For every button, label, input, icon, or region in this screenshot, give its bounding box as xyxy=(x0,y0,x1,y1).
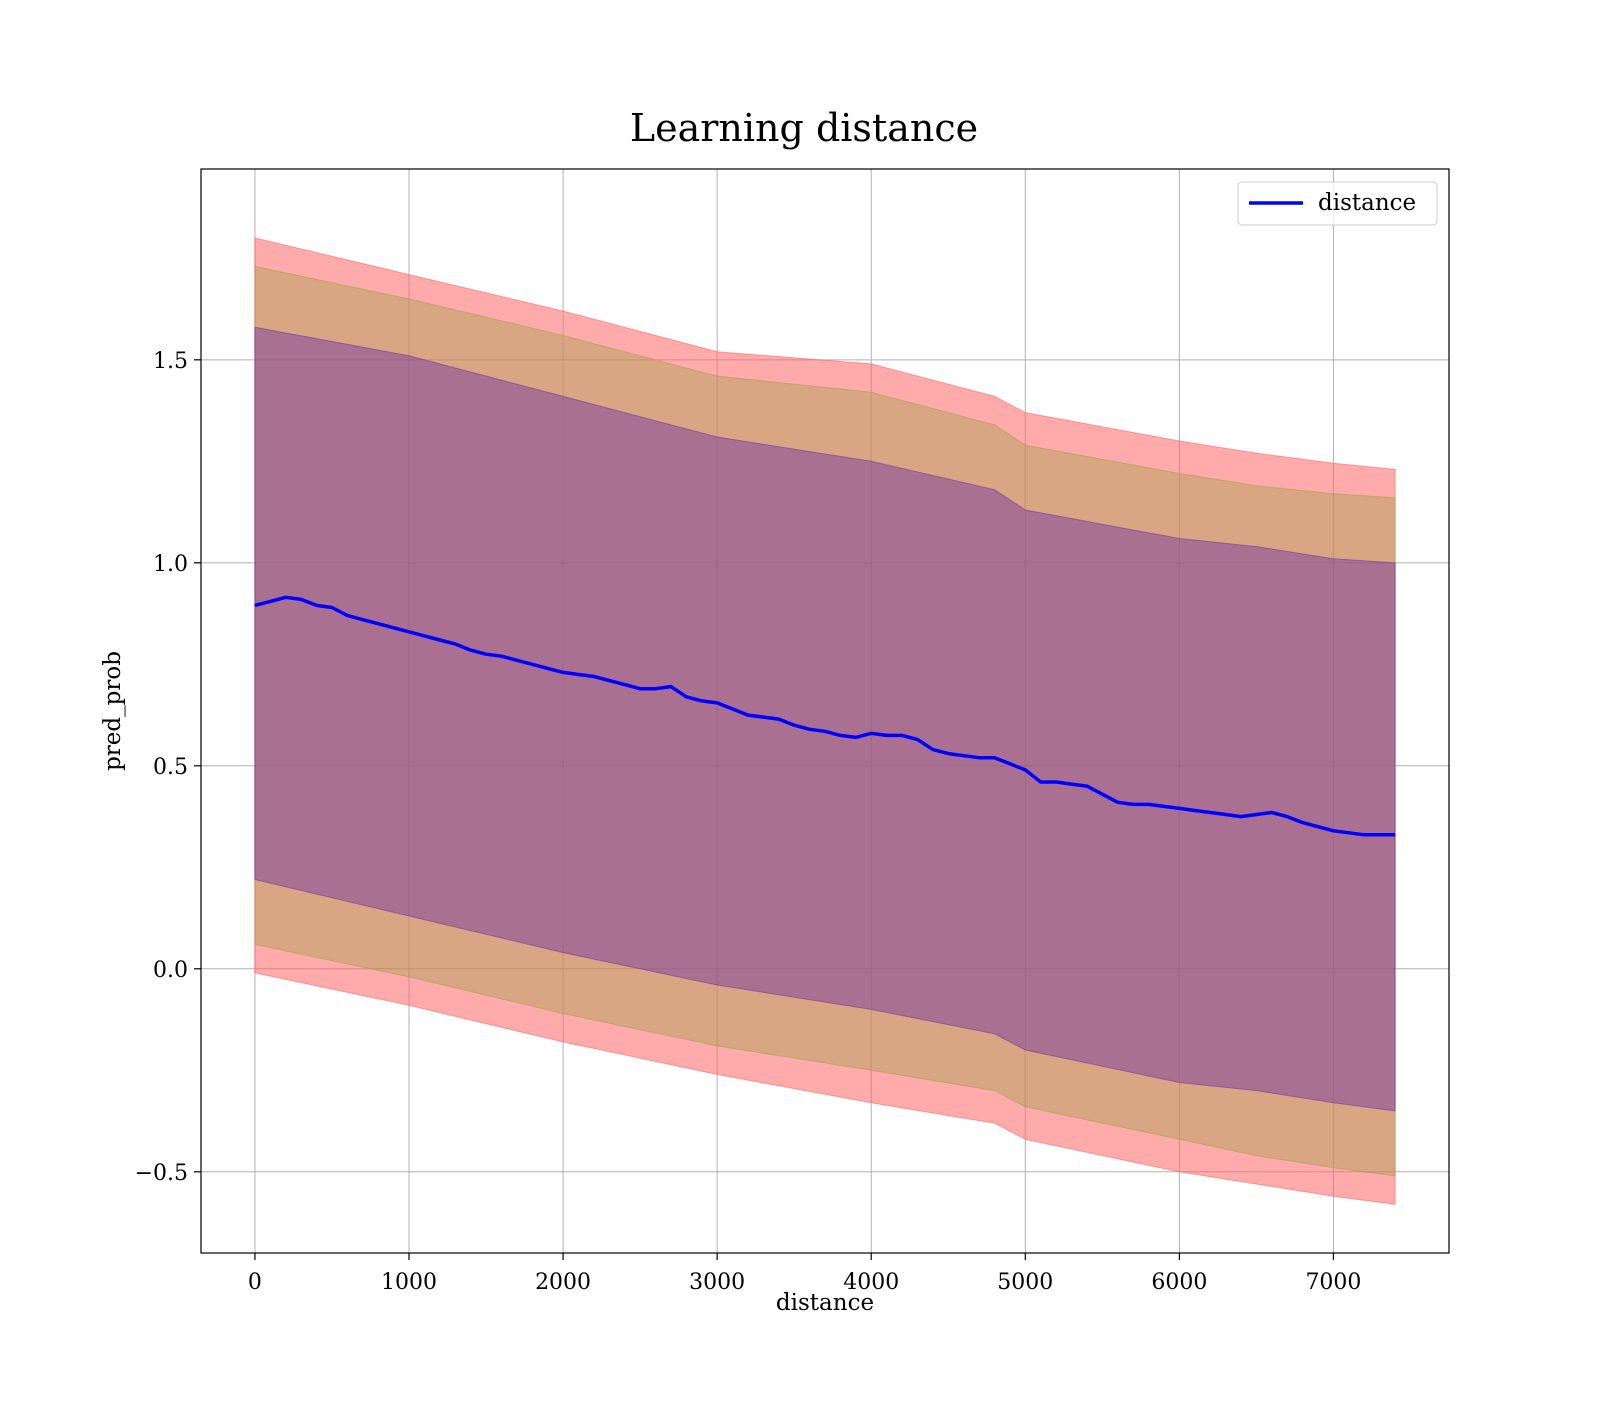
series-line-distance xyxy=(254,595,1396,837)
y-tick-label: 1.5 xyxy=(153,349,188,374)
y-tick-label: 0.5 xyxy=(153,755,188,780)
x-tick-label: 3000 xyxy=(689,1270,745,1295)
x-tick-label: 6000 xyxy=(1151,1270,1207,1295)
x-tick-label: 7000 xyxy=(1305,1270,1361,1295)
confidence-band-3 xyxy=(254,326,1396,1112)
x-tick-label: 4000 xyxy=(843,1270,899,1295)
legend-label-distance: distance xyxy=(1318,190,1416,216)
axis-ticks: 0 1000 2000 3000 4000 5000 6000 7000 −0.5 0.0 0.5 1… xyxy=(135,349,1362,1295)
series-lines xyxy=(254,595,1396,837)
legend: distance xyxy=(1237,181,1438,226)
confidence-bands xyxy=(254,237,1396,1205)
plot-area-frame xyxy=(200,168,1450,1254)
chart-title: Learning distance xyxy=(630,106,978,150)
x-axis-title: distance xyxy=(776,1290,874,1316)
y-tick-label: 1.0 xyxy=(153,552,188,577)
y-tick-label: 0.0 xyxy=(153,958,188,983)
legend-box xyxy=(1237,181,1438,226)
x-tick-label: 5000 xyxy=(997,1270,1053,1295)
y-axis-title: pred_prob xyxy=(100,651,126,771)
x-tick-label: 0 xyxy=(248,1270,262,1295)
y-tick-label: −0.5 xyxy=(135,1161,188,1186)
x-tick-label: 1000 xyxy=(381,1270,437,1295)
x-tick-label: 2000 xyxy=(535,1270,591,1295)
